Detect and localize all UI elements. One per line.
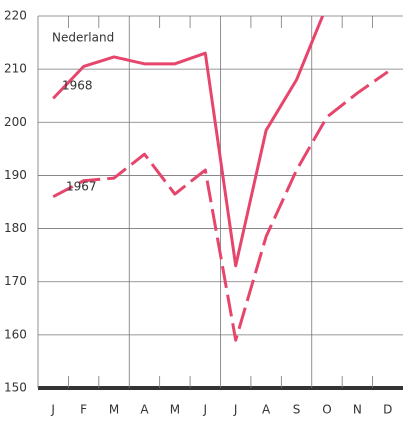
- x-tick-label: M: [109, 403, 119, 417]
- x-tick-label: A: [262, 403, 271, 417]
- x-tick-label: D: [383, 403, 392, 417]
- y-tick-label: 200: [4, 115, 27, 129]
- x-tick-label: S: [293, 403, 301, 417]
- y-tick-label: 210: [4, 62, 27, 76]
- series-line: [52, 70, 389, 342]
- plot: [52, 16, 389, 342]
- y-tick-label: 220: [4, 9, 27, 23]
- x-tick-label: J: [233, 403, 238, 417]
- x-tick-label: F: [80, 403, 87, 417]
- y-tick-label: 160: [4, 327, 27, 341]
- x-tick-label: M: [170, 403, 180, 417]
- y-tick-label: 180: [4, 221, 27, 235]
- series-label: 1968: [62, 79, 93, 93]
- x-tick-label: O: [322, 403, 331, 417]
- series-line: [52, 16, 325, 268]
- x-tick-label: J: [50, 403, 55, 417]
- y-tick-label: 190: [4, 168, 27, 182]
- y-tick-label: 170: [4, 274, 27, 288]
- series-label: 1967: [66, 180, 97, 194]
- annotation: Nederland: [52, 31, 114, 45]
- x-tick-label: A: [140, 403, 149, 417]
- x-tick-label: J: [203, 403, 208, 417]
- y-tick-label: 150: [4, 381, 27, 395]
- x-tick-label: N: [353, 403, 362, 417]
